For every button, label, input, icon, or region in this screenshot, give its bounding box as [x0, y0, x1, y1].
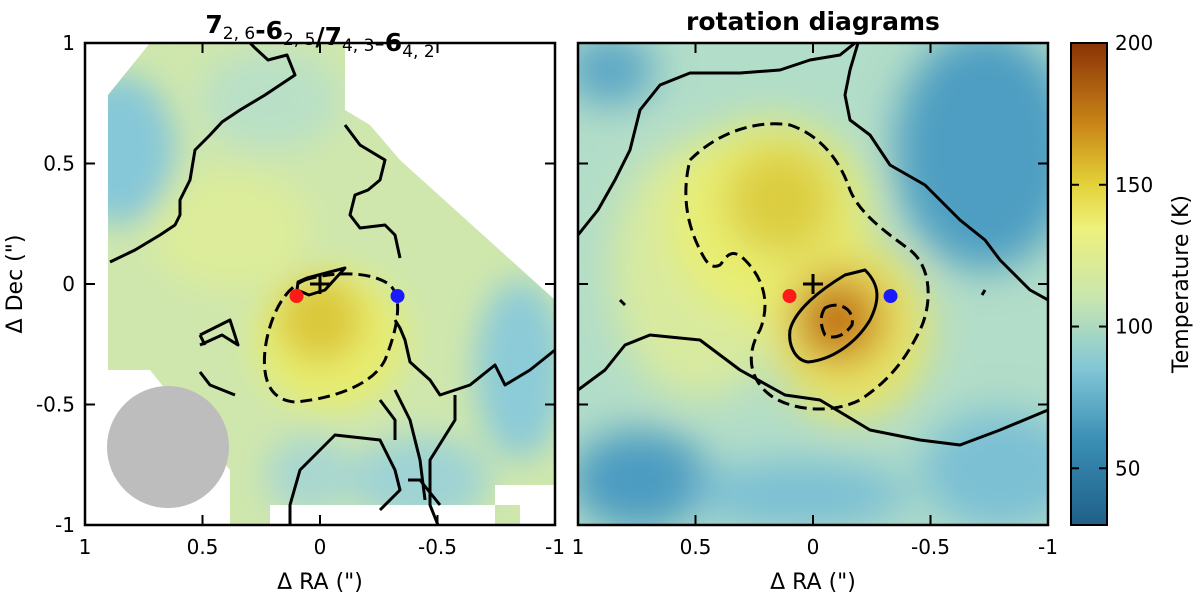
left-xlabel: Δ RA (") [277, 570, 363, 595]
left-xtick-label-0: 1 [79, 535, 92, 559]
left-ticks: 1 0.5 0 -0.5 -110.50-0.5-1 [36, 31, 565, 559]
right-heatmap [578, 43, 1048, 525]
left-ytick-label-1: 0.5 [43, 152, 75, 176]
right-contours [578, 43, 1048, 447]
left-title-part-3: -6 [374, 28, 402, 57]
right-xtick-label-3: -0.5 [911, 535, 950, 559]
right-cross-marker [803, 274, 823, 294]
left-title-sub-0: 2, 6 [223, 24, 255, 44]
colorbar-gradient [1070, 42, 1108, 526]
colorbar-tick-label-0: 50 [1115, 456, 1140, 480]
right-red-source-marker [782, 289, 797, 304]
colorbar-label: Temperature (K) [1169, 195, 1194, 374]
left-xtick-label-4: -1 [545, 535, 565, 559]
left-xtick-label-3: -0.5 [418, 535, 457, 559]
right-title: rotation diagrams [686, 7, 940, 36]
left-ytick-label-0: 1 [62, 31, 75, 55]
beam-circle [107, 386, 229, 508]
right-xlabel: Δ RA (") [770, 570, 856, 595]
left-ytick-label-4: -1 [55, 513, 75, 537]
right-panel: 1 0.5 0 -0.5 -1 rotation diagrams Δ RA (") [572, 7, 1058, 595]
right-ticks: 1 0.5 0 -0.5 -1 [572, 42, 1058, 559]
right-xtick-label-0: 1 [572, 535, 585, 559]
left-title-sub-3: 4, 2 [402, 42, 434, 62]
left-xtick-label-2: 0 [314, 535, 327, 559]
right-xtick-label-2: 0 [807, 535, 820, 559]
left-title-sub-2: 4, 3 [342, 36, 374, 56]
right-xtick-label-1: 0.5 [680, 535, 712, 559]
left-panel: 1 0.5 0 -0.5 -110.50-0.5-1 72, 6-62, 5/74, 3… [3, 10, 565, 595]
left-blue-source-marker [390, 289, 405, 304]
right-blue-source-marker [883, 289, 898, 304]
right-xtick-label-4: -1 [1038, 535, 1058, 559]
left-title-sub-1: 2, 5 [283, 30, 315, 50]
left-title: 72, 6-62, 5/74, 3-64, 2 [205, 10, 434, 62]
left-dashed-contour [262, 272, 400, 404]
left-red-source-marker [289, 289, 304, 304]
colorbar-tick-label-1: 100 [1115, 315, 1153, 339]
left-xtick-label-1: 0.5 [187, 535, 219, 559]
left-title-part-1: -6 [255, 16, 283, 45]
colorbar: 50 100 150 200 Temperature (K) [1070, 31, 1194, 526]
left-ylabel: Δ Dec (") [3, 235, 28, 334]
colorbar-ticks: 50 100 150 200 [1071, 31, 1153, 480]
left-title-part-2: /7 [315, 22, 342, 51]
colorbar-tick-label-2: 150 [1115, 173, 1153, 197]
left-cross-marker [310, 274, 330, 294]
left-ytick-label-3: -0.5 [36, 393, 75, 417]
left-title-part-0: 7 [205, 10, 222, 39]
left-markers [289, 274, 405, 304]
right-dashed-contours [684, 122, 930, 411]
colorbar-tick-label-3: 200 [1115, 31, 1153, 55]
right-markers [782, 274, 898, 304]
left-ytick-label-2: 0 [62, 272, 75, 296]
